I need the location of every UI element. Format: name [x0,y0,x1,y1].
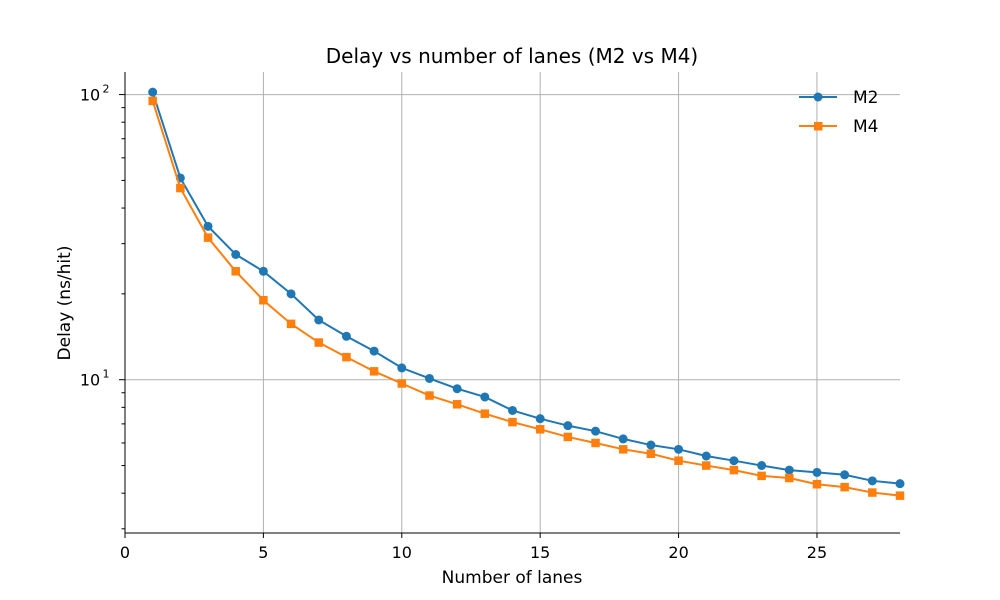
data-point-m2 [341,331,351,341]
data-point-m2 [314,315,324,325]
data-point-m2 [369,346,379,356]
data-point-m2 [508,405,517,415]
data-point-m2 [563,421,573,431]
x-tick-label: 0 [120,543,130,562]
data-point-m2 [148,87,158,97]
data-point-m2 [646,440,656,450]
data-point-m4 [729,465,739,475]
data-point-m2 [480,392,490,402]
y-axis-label: Delay (ns/hit) [55,246,75,361]
x-axis-label: Number of lanes [442,568,583,588]
data-point-m4 [286,319,296,329]
data-point-m2 [784,465,794,475]
data-point-m4 [480,409,490,418]
data-point-m4 [259,295,268,305]
data-point-m4 [508,417,517,427]
series-m4 [148,96,905,500]
data-point-m4 [535,425,545,434]
x-tick-label: 5 [258,543,268,562]
data-point-m2 [286,289,296,299]
data-point-m4 [231,267,240,276]
data-point-m2 [840,470,850,480]
data-point-m4 [342,352,351,362]
data-point-m4 [618,445,628,454]
axes [124,72,900,534]
data-point-m2 [895,479,905,489]
legend: M2 M4 [799,88,878,137]
legend-item-m4: M4 [799,117,878,137]
data-point-m4 [702,461,711,470]
y-tick-label: 10 [80,86,100,105]
data-point-m2 [535,414,545,424]
data-point-m4 [176,183,185,193]
x-tick-label: 15 [530,543,550,562]
legend-item-m2: M2 [799,88,878,108]
y-tick-exponent: 2 [103,83,110,96]
legend-marker-m2 [813,92,823,102]
data-point-m2 [231,249,241,259]
legend-label-m2: M2 [853,88,878,108]
data-point-m2 [729,456,739,466]
legend-label-m4: M4 [853,117,878,137]
x-tick-label: 25 [807,543,827,562]
data-point-m2 [591,426,601,436]
x-tick-label: 10 [392,543,412,562]
y-tick-exponent: 1 [103,368,110,381]
grid [125,72,900,533]
series-line-m4 [151,100,901,497]
chart-title: Delay vs number of lanes (M2 vs M4) [326,44,698,68]
data-point-m2 [397,363,407,373]
data-point-m4 [369,367,379,376]
data-point-m4 [895,491,905,500]
data-point-m4 [757,471,766,481]
data-point-m4 [674,456,683,465]
data-point-m4 [785,473,794,483]
data-point-m2 [674,444,684,454]
data-point-m4 [840,482,849,492]
data-point-m2 [757,461,767,471]
x-tick-label: 20 [668,543,688,562]
data-point-m2 [812,467,822,477]
data-point-m4 [868,488,877,497]
data-point-m4 [452,400,462,409]
data-point-m2 [701,451,711,461]
data-point-m4 [591,438,600,448]
data-point-m2 [452,384,462,394]
data-point-m2 [424,373,434,383]
data-point-m4 [812,479,822,489]
y-tick-label: 10 [80,371,100,390]
data-point-m4 [203,233,213,242]
series-m2 [148,87,905,489]
data-point-m4 [148,96,157,106]
legend-marker-m4 [814,122,823,131]
series-layer [148,87,905,500]
data-point-m2 [258,266,268,276]
data-point-m2 [203,221,213,231]
data-point-m4 [425,391,434,400]
data-point-m4 [397,379,407,388]
series-line-m2 [151,91,901,485]
data-point-m4 [563,432,573,442]
data-point-m4 [314,338,323,347]
data-point-m2 [618,434,628,444]
data-point-m4 [646,449,656,458]
data-point-m2 [867,476,877,486]
